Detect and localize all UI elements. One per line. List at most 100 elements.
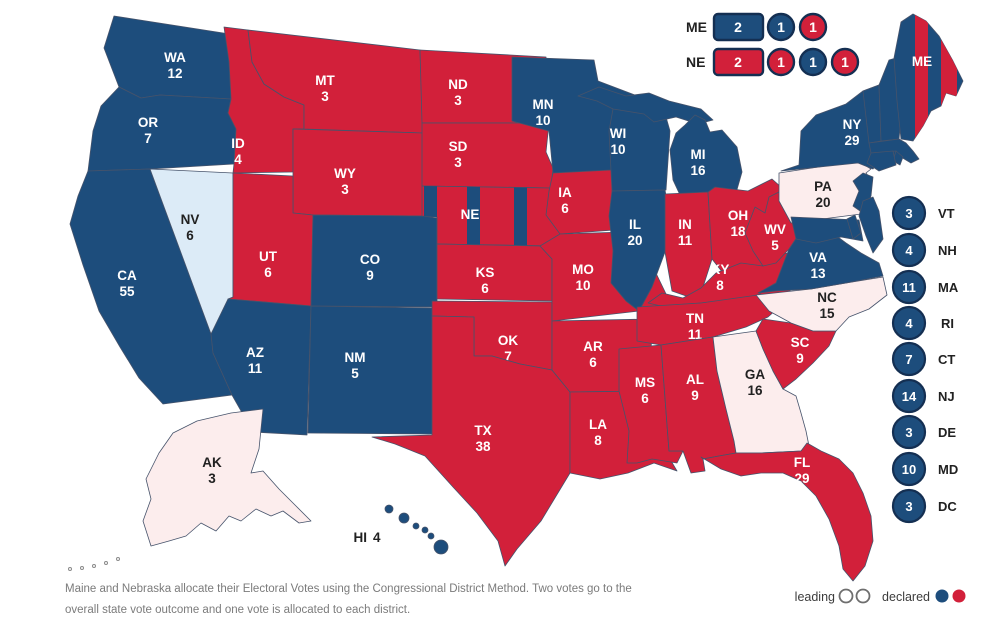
ne-district-3-chip xyxy=(830,47,860,77)
state-me[interactable]: ME xyxy=(893,12,964,147)
state-or[interactable]: OR 7 xyxy=(87,86,237,172)
small-state-ma[interactable]: 11 MA xyxy=(891,269,959,305)
state-ks[interactable]: KS 6 xyxy=(436,243,553,302)
state-pa[interactable]: PA 20 xyxy=(778,160,873,224)
small-state-label: CT xyxy=(938,352,955,367)
small-state-label: DC xyxy=(938,499,957,514)
small-state-dc[interactable]: 3 DC xyxy=(891,488,957,524)
state-votes: 6 xyxy=(589,355,597,370)
state-label: PA xyxy=(814,179,832,194)
state-votes: 3 xyxy=(454,155,462,170)
state-in[interactable]: IN 11 xyxy=(664,191,713,298)
state-ut[interactable]: UT 6 xyxy=(227,172,314,307)
state-il[interactable]: IL 20 xyxy=(608,189,670,312)
state-label: GA xyxy=(745,367,766,382)
state-ne[interactable]: NE xyxy=(421,184,567,248)
small-state-vt[interactable]: 3 VT xyxy=(891,195,955,231)
small-state-votes: 3 xyxy=(905,206,912,221)
small-state-label: NH xyxy=(938,243,957,258)
footnote-line-2: overall state vote outcome and one vote … xyxy=(65,604,410,616)
state-nc[interactable]: NC 15 xyxy=(755,276,888,332)
state-tn[interactable]: TN 11 xyxy=(636,280,795,346)
state-tx[interactable]: TX 38 xyxy=(371,315,571,567)
state-votes: 6 xyxy=(641,391,649,406)
state-votes: 5 xyxy=(351,366,359,381)
state-mn[interactable]: MN 10 xyxy=(511,56,641,176)
state-votes: 3 xyxy=(321,89,329,104)
state-label: WY xyxy=(334,166,356,181)
state-votes: 6 xyxy=(481,281,489,296)
state-hi[interactable]: HI 4 xyxy=(353,504,449,555)
state-ct[interactable] xyxy=(866,150,897,172)
state-label: IL xyxy=(629,217,641,232)
state-votes: 7 xyxy=(144,131,152,146)
state-de[interactable] xyxy=(846,214,862,240)
small-state-ct[interactable]: 7 CT xyxy=(891,341,955,377)
state-sd[interactable]: SD 3 xyxy=(421,122,554,189)
state-label: KS xyxy=(476,265,495,280)
state-votes: 12 xyxy=(167,66,182,81)
state-label: MT xyxy=(315,73,335,88)
small-state-label: NJ xyxy=(938,389,955,404)
state-votes: 4 xyxy=(234,152,242,167)
small-state-md[interactable]: 10 MD xyxy=(891,451,958,487)
state-label: CA xyxy=(117,268,137,283)
small-state-label: MD xyxy=(938,462,958,477)
declared-rep-dot-icon xyxy=(952,589,966,603)
state-label: WV xyxy=(764,222,786,237)
state-label: MI xyxy=(691,147,706,162)
state-label: NM xyxy=(345,350,366,365)
state-label: NV xyxy=(181,212,200,227)
small-state-nh[interactable]: 4 NH xyxy=(891,232,957,268)
state-delmarva[interactable] xyxy=(858,196,884,254)
state-wa[interactable]: WA 12 xyxy=(103,15,237,100)
small-state-label: RI xyxy=(941,316,954,331)
ne-statewide-value: 2 xyxy=(734,54,742,70)
state-votes: 5 xyxy=(771,238,779,253)
state-votes: 7 xyxy=(504,349,512,364)
state-label: IA xyxy=(558,185,572,200)
small-state-ri[interactable]: 4 RI xyxy=(891,305,954,341)
state-wy[interactable]: WY 3 xyxy=(292,128,424,217)
cd-legend-me-label: ME xyxy=(686,19,707,35)
state-votes: 16 xyxy=(690,163,706,178)
me-district-1-chip xyxy=(766,12,796,42)
small-state-de[interactable]: 3 DE xyxy=(891,414,956,450)
state-votes: 10 xyxy=(535,113,550,128)
small-state-nj[interactable]: 14 NJ xyxy=(891,378,955,414)
state-nv[interactable]: NV 6 xyxy=(149,168,234,335)
state-votes: 55 xyxy=(119,284,135,299)
small-state-votes: 11 xyxy=(902,280,916,295)
state-md[interactable] xyxy=(790,216,864,244)
state-label: TX xyxy=(474,423,491,438)
state-fl[interactable]: FL 29 xyxy=(700,442,874,582)
state-votes: 29 xyxy=(844,133,859,148)
state-label: ID xyxy=(231,136,245,151)
state-co[interactable]: CO 9 xyxy=(310,214,438,308)
state-ak[interactable]: AK 3 xyxy=(68,408,312,571)
state-label: MS xyxy=(635,375,655,390)
state-label: WI xyxy=(610,126,627,141)
state-sc[interactable]: SC 9 xyxy=(755,318,837,390)
state-nm[interactable]: NM 5 xyxy=(307,305,433,435)
state-votes: 20 xyxy=(815,195,830,210)
leading-label: leading xyxy=(795,590,835,604)
state-label: ME xyxy=(912,54,932,69)
me-district-2-value: 1 xyxy=(809,19,817,35)
state-label: WA xyxy=(164,50,186,65)
leading-circle-icon xyxy=(838,588,854,604)
small-state-votes: 4 xyxy=(905,243,913,258)
state-label: MN xyxy=(533,97,554,112)
state-votes: 8 xyxy=(716,278,724,293)
state-ga[interactable]: GA 16 xyxy=(712,330,810,454)
state-votes: 9 xyxy=(366,268,374,283)
footnote: Maine and Nebraska allocate their Electo… xyxy=(65,583,632,616)
declared-dem-dot-icon xyxy=(935,589,949,603)
state-label: AZ xyxy=(246,345,264,360)
state-mi[interactable]: MI 16 xyxy=(577,86,743,196)
state-votes: 11 xyxy=(688,327,703,342)
me-district-1-value: 1 xyxy=(777,19,785,35)
state-va[interactable]: VA 13 xyxy=(757,212,884,294)
